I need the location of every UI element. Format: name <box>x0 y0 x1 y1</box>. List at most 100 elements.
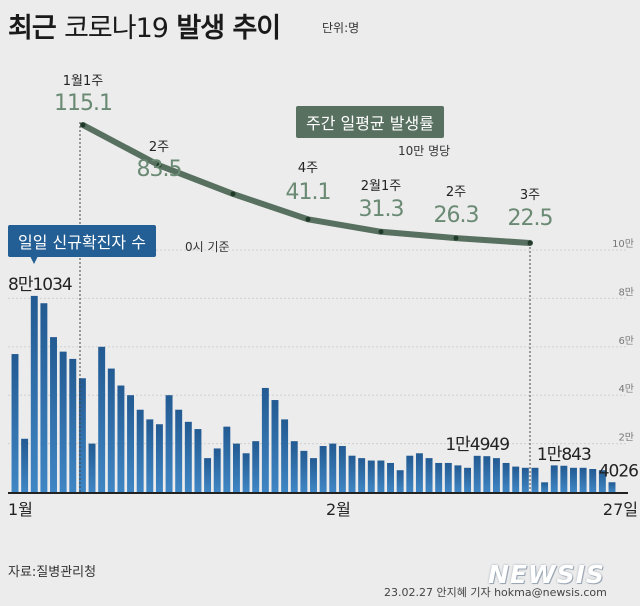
legend-pointer <box>30 256 38 264</box>
credit-label: 23.02.27 안지혜 기자 hokma@newsis.com <box>384 586 607 599</box>
bar <box>464 467 472 492</box>
line-category-label: 2주 <box>149 140 169 155</box>
bar-value-label: 8만1034 <box>8 275 72 295</box>
page-title: 최근 코로나19 발생 추이 <box>8 6 281 45</box>
bar <box>521 467 529 492</box>
bar <box>271 400 279 492</box>
bar-value-label: 1만843 <box>537 445 591 465</box>
bar <box>387 462 394 492</box>
bar <box>233 443 240 492</box>
bar <box>435 462 443 492</box>
bar <box>117 385 125 492</box>
bar <box>175 409 183 492</box>
bar <box>502 462 510 492</box>
line-value-label: 83.5 <box>137 157 182 182</box>
title-bold-1: 최근 <box>8 13 57 44</box>
bar <box>204 458 212 492</box>
bar <box>194 429 202 492</box>
bar <box>338 446 346 492</box>
bar <box>550 465 558 492</box>
x-tick-label: 2월 <box>326 500 351 519</box>
line-category-label: 2주 <box>446 185 466 200</box>
bar <box>98 346 106 492</box>
bar <box>589 469 597 492</box>
bar-legend-unit: 0시 기준 <box>185 240 230 254</box>
bar <box>608 482 616 492</box>
line-point <box>230 191 236 197</box>
line-point <box>378 229 384 235</box>
bar <box>78 378 86 492</box>
bar <box>69 358 77 492</box>
bar <box>329 443 337 492</box>
bar <box>30 295 38 492</box>
line-category-label: 1월1주 <box>63 74 104 89</box>
bar <box>483 456 491 492</box>
bar <box>598 470 606 492</box>
bar <box>377 460 385 492</box>
bar <box>252 441 260 492</box>
bar <box>473 455 481 492</box>
bar <box>261 387 269 492</box>
line-point <box>80 122 86 128</box>
bar <box>136 409 144 492</box>
bar <box>40 303 48 492</box>
bar <box>213 448 221 492</box>
line-value-label: 41.1 <box>286 180 331 205</box>
title-light: 코로나19 <box>64 13 169 44</box>
line-value-label: 31.3 <box>359 197 404 222</box>
bar <box>165 395 173 492</box>
bar <box>146 419 154 492</box>
bar <box>396 470 404 492</box>
bar-legend-label: 일일 신규확진자 수 <box>8 225 156 257</box>
x-axis-line <box>8 492 628 494</box>
line-legend-unit: 10만 명당 <box>398 144 451 158</box>
source-label: 자료:질병관리청 <box>8 565 97 580</box>
bar <box>541 482 549 492</box>
x-tick-label: 27일 <box>603 500 638 519</box>
newsis-logo: NEWSIS <box>488 560 605 589</box>
bar-value-label: 4026 <box>599 461 638 481</box>
bar <box>223 426 231 492</box>
bar <box>300 450 308 492</box>
bar <box>310 458 317 492</box>
line-category-label: 4주 <box>298 161 318 176</box>
bar <box>406 455 414 492</box>
bar <box>155 424 163 492</box>
line-point <box>305 216 311 222</box>
bar <box>531 467 539 492</box>
bar <box>281 419 289 492</box>
line-legend-label: 주간 일평균 발생률 <box>296 106 444 138</box>
bar <box>127 395 135 492</box>
line-point <box>156 162 162 168</box>
bar <box>11 354 19 492</box>
y-tick-label: 10만 <box>612 238 634 250</box>
line-category-label: 2월1주 <box>361 179 402 194</box>
bar <box>367 460 375 492</box>
bar <box>107 368 115 492</box>
bar <box>579 467 587 492</box>
bar <box>319 446 327 492</box>
bar <box>512 466 520 492</box>
line-category-label: 3주 <box>520 188 540 203</box>
unit-label: 단위:명 <box>322 21 360 35</box>
title-bold-2: 발생 추이 <box>176 13 281 44</box>
bar <box>242 453 250 492</box>
y-tick-label: 6만 <box>618 335 634 347</box>
bar-value-label: 1만4949 <box>445 435 509 455</box>
bar <box>454 465 462 492</box>
line-value-label: 26.3 <box>434 203 479 228</box>
bar <box>425 458 433 492</box>
bar <box>415 453 423 492</box>
bar <box>560 465 568 492</box>
line-value-label: 115.1 <box>54 91 112 116</box>
y-tick-label: 2만 <box>618 432 634 444</box>
bar <box>88 443 96 492</box>
bar <box>290 441 298 492</box>
bar <box>492 458 500 492</box>
bar <box>21 438 29 492</box>
bar <box>50 337 57 492</box>
line-point <box>453 235 459 241</box>
y-tick-label: 4만 <box>618 383 634 395</box>
x-tick-label: 1월 <box>8 500 33 519</box>
